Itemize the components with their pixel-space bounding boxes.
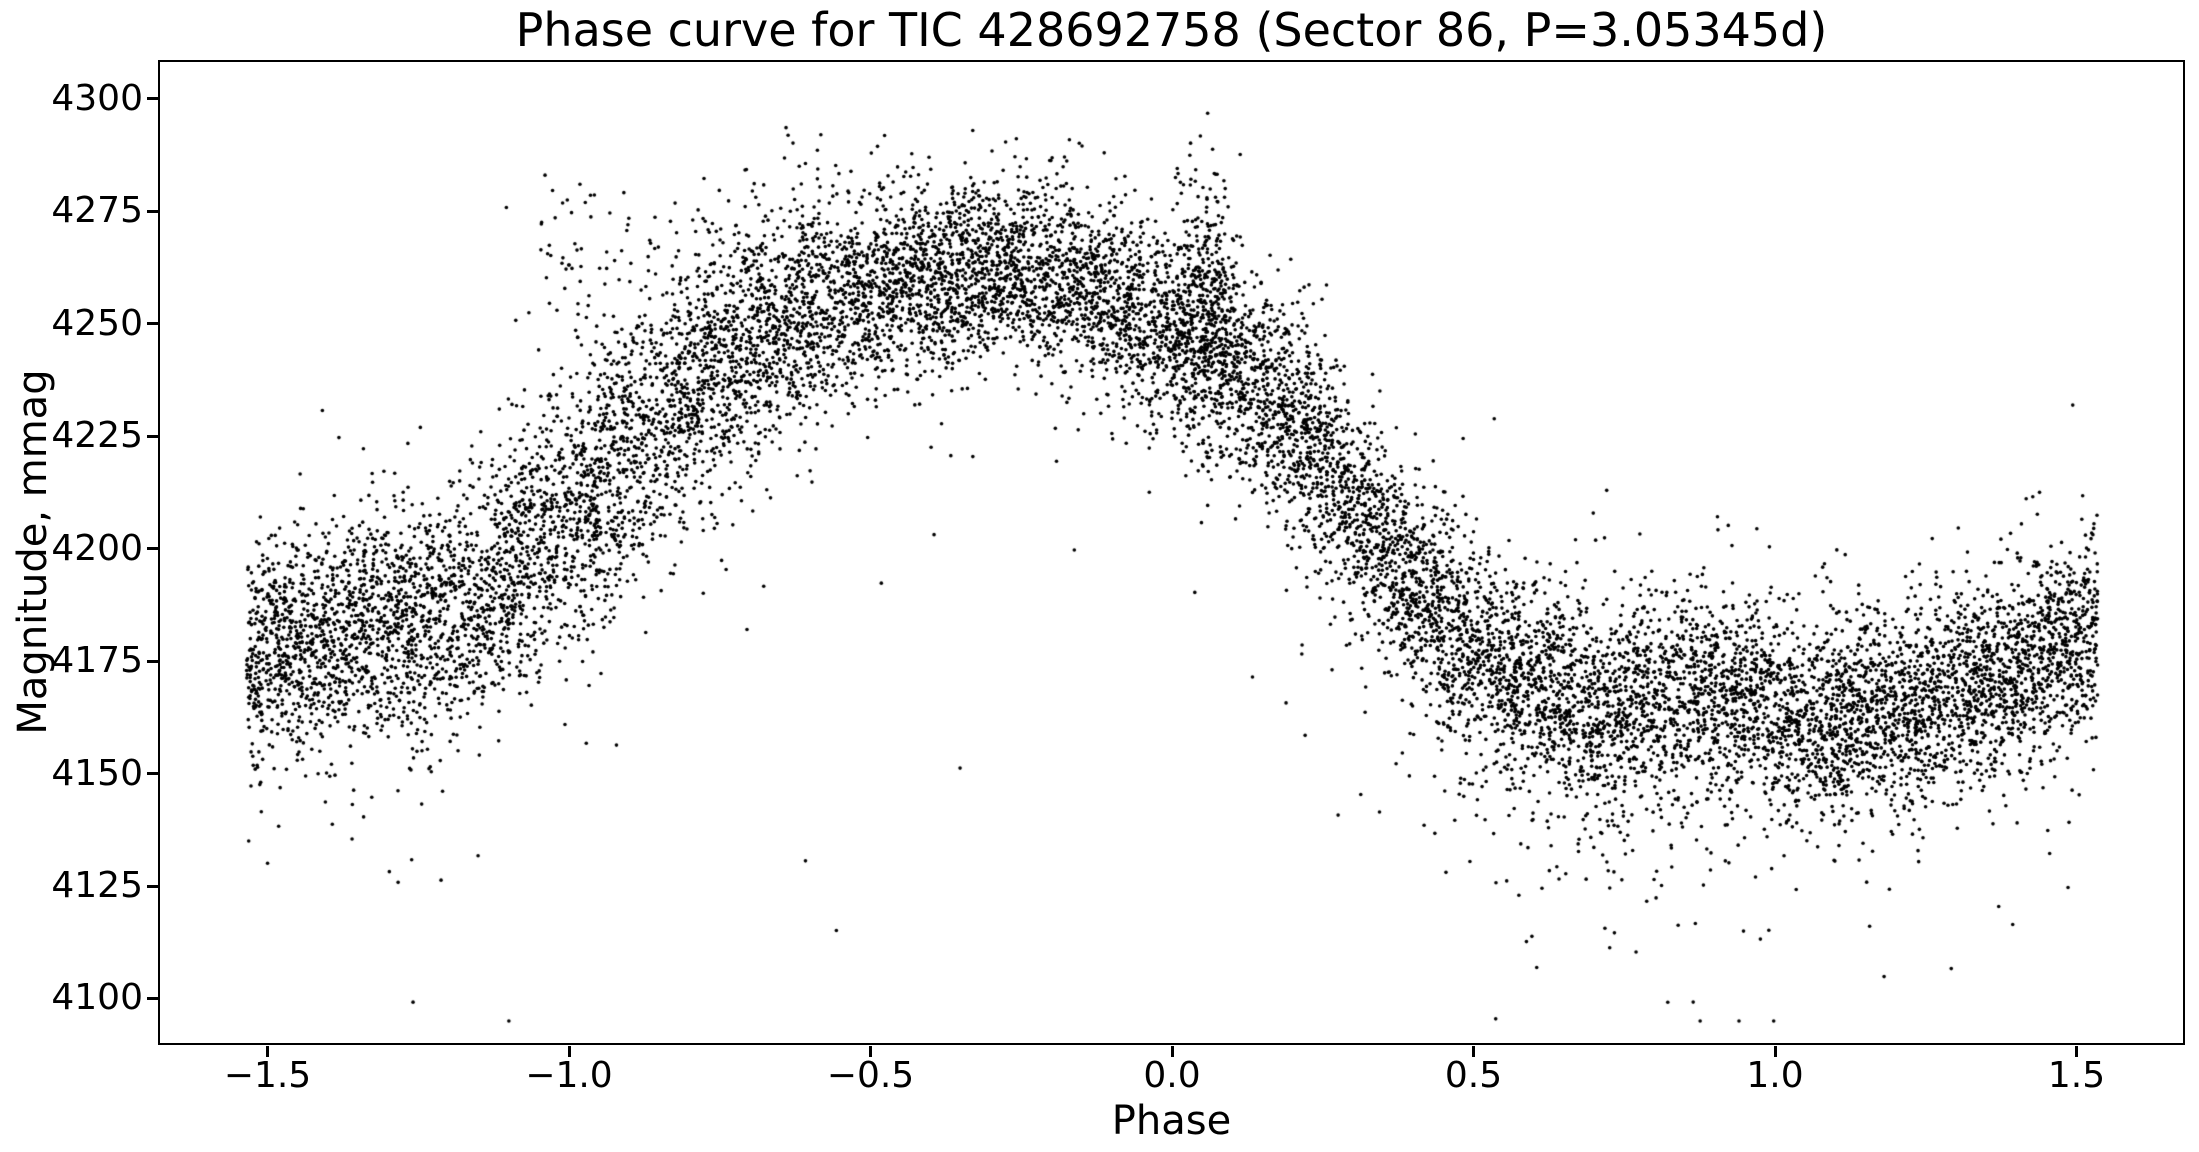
y-tick-label: 4175 (51, 640, 143, 682)
y-tick-label: 4200 (51, 527, 143, 569)
y-tick-mark (146, 97, 158, 101)
y-tick-mark (146, 434, 158, 438)
y-tick-label: 4225 (51, 415, 143, 457)
y-tick-label: 4125 (51, 865, 143, 907)
x-tick-mark (1773, 1045, 1777, 1057)
x-tick-mark (1170, 1045, 1174, 1057)
y-tick-label: 4150 (51, 752, 143, 794)
y-tick-label: 4300 (51, 77, 143, 119)
y-tick-mark (146, 547, 158, 551)
chart-title: Phase curve for TIC 428692758 (Sector 86… (515, 3, 1828, 57)
y-tick-mark (146, 322, 158, 326)
y-tick-mark (146, 996, 158, 1000)
y-tick-label: 4250 (51, 302, 143, 344)
x-tick-label: 0.5 (1444, 1055, 1503, 1096)
x-tick-mark (266, 1045, 269, 1057)
y-tick-label: 4275 (51, 190, 143, 232)
x-tick-mark (567, 1045, 571, 1057)
x-tick-label: −1.0 (525, 1055, 613, 1096)
x-axis-label: Phase (1111, 1098, 1232, 1144)
y-tick-mark (146, 884, 158, 888)
x-tick-mark (2075, 1045, 2078, 1057)
x-tick-label: −1.5 (223, 1055, 312, 1096)
x-tick-label: 1.0 (1746, 1055, 1804, 1096)
scatter-canvas (159, 61, 2183, 1043)
x-tick-mark (1472, 1045, 1475, 1057)
plot-area (157, 59, 2185, 1045)
y-tick-mark (146, 659, 158, 663)
x-tick-label: −0.5 (826, 1055, 915, 1096)
x-tick-label: 0.0 (1143, 1055, 1201, 1096)
x-tick-mark (869, 1045, 872, 1057)
x-tick-label: 1.5 (2047, 1055, 2106, 1096)
y-tick-label: 4100 (51, 977, 143, 1019)
y-tick-mark (146, 772, 158, 776)
y-tick-mark (146, 209, 158, 213)
